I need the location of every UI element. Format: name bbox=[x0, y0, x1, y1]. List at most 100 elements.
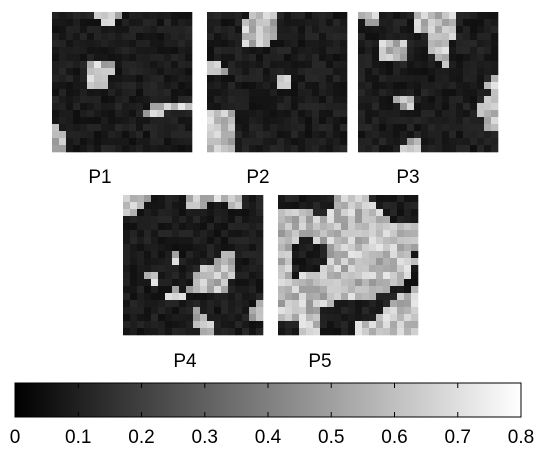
pixel bbox=[171, 33, 179, 41]
pixel bbox=[355, 216, 363, 224]
pixel bbox=[386, 103, 394, 111]
pixel bbox=[285, 202, 293, 210]
pixel bbox=[358, 131, 366, 139]
pixel bbox=[249, 61, 257, 69]
pixel bbox=[66, 82, 74, 90]
pixel bbox=[400, 89, 408, 97]
pixel bbox=[137, 279, 145, 287]
pixel bbox=[393, 96, 401, 104]
pixel bbox=[130, 265, 138, 273]
pixel bbox=[172, 216, 180, 224]
pixel bbox=[270, 145, 278, 153]
pixel bbox=[270, 96, 278, 104]
pixel bbox=[52, 138, 60, 146]
pixel bbox=[291, 40, 299, 48]
pixel bbox=[285, 286, 293, 294]
pixel bbox=[172, 230, 180, 238]
pixel bbox=[150, 89, 158, 97]
pixel bbox=[171, 103, 179, 111]
pixel bbox=[235, 328, 243, 336]
pixel bbox=[449, 47, 457, 55]
pixel bbox=[421, 68, 429, 76]
pixel bbox=[101, 103, 109, 111]
pixel bbox=[80, 131, 88, 139]
pixel bbox=[341, 230, 349, 238]
pixel bbox=[365, 33, 373, 41]
pixel bbox=[355, 258, 363, 266]
pixel bbox=[327, 272, 335, 280]
pixel bbox=[158, 258, 166, 266]
pixel bbox=[123, 258, 131, 266]
pixel bbox=[59, 117, 67, 125]
pixel bbox=[449, 33, 457, 41]
pixel bbox=[228, 237, 236, 245]
pixel bbox=[383, 265, 391, 273]
pixel bbox=[277, 145, 285, 153]
pixel bbox=[285, 314, 293, 322]
tick-label: 0.7 bbox=[445, 427, 471, 448]
pixel bbox=[52, 145, 60, 153]
pixel bbox=[355, 300, 363, 308]
pixel bbox=[59, 103, 67, 111]
pixel bbox=[312, 68, 320, 76]
pixel bbox=[421, 89, 429, 97]
pixel bbox=[242, 244, 250, 252]
pixel bbox=[242, 328, 250, 336]
pixel bbox=[298, 103, 306, 111]
pixel bbox=[358, 47, 366, 55]
pixel bbox=[299, 272, 307, 280]
pixel bbox=[101, 138, 109, 146]
pixel bbox=[228, 89, 236, 97]
pixel bbox=[256, 202, 264, 210]
pixel bbox=[333, 82, 341, 90]
pixel bbox=[122, 124, 130, 132]
pixel bbox=[365, 124, 373, 132]
pixel bbox=[179, 195, 187, 203]
pixel bbox=[235, 251, 243, 259]
pixel bbox=[270, 75, 278, 83]
pixel bbox=[87, 19, 95, 27]
pixel bbox=[320, 300, 328, 308]
pixel bbox=[101, 89, 109, 97]
pixel bbox=[435, 103, 443, 111]
pixel bbox=[414, 40, 422, 48]
pixel bbox=[348, 251, 356, 259]
pixel bbox=[320, 328, 328, 336]
pixel bbox=[172, 237, 180, 245]
pixel bbox=[334, 272, 342, 280]
pixel bbox=[165, 230, 173, 238]
pixel bbox=[362, 223, 370, 231]
pixel bbox=[299, 230, 307, 238]
pixel bbox=[306, 293, 314, 301]
pixel bbox=[235, 96, 243, 104]
pixel bbox=[143, 33, 151, 41]
pixel bbox=[393, 40, 401, 48]
pixel bbox=[158, 223, 166, 231]
pixel bbox=[298, 145, 306, 153]
pixel bbox=[263, 110, 271, 118]
pixel bbox=[285, 258, 293, 266]
pixel bbox=[319, 82, 327, 90]
pixel bbox=[157, 19, 165, 27]
pixel bbox=[122, 47, 130, 55]
pixel bbox=[284, 110, 292, 118]
pixel bbox=[207, 286, 215, 294]
pixel bbox=[185, 89, 193, 97]
pixel bbox=[278, 244, 286, 252]
pixel bbox=[150, 12, 158, 20]
pixel bbox=[299, 251, 307, 259]
pixel bbox=[372, 47, 380, 55]
pixel bbox=[285, 279, 293, 287]
pixel bbox=[122, 19, 130, 27]
pixel bbox=[136, 47, 144, 55]
pixel bbox=[256, 286, 264, 294]
pixel bbox=[178, 145, 186, 153]
pixel bbox=[214, 103, 222, 111]
pixel bbox=[200, 328, 208, 336]
pixel bbox=[144, 300, 152, 308]
pixel bbox=[164, 82, 172, 90]
pixel bbox=[242, 237, 250, 245]
pixel bbox=[157, 89, 165, 97]
pixel bbox=[207, 328, 215, 336]
pixel bbox=[313, 307, 321, 315]
